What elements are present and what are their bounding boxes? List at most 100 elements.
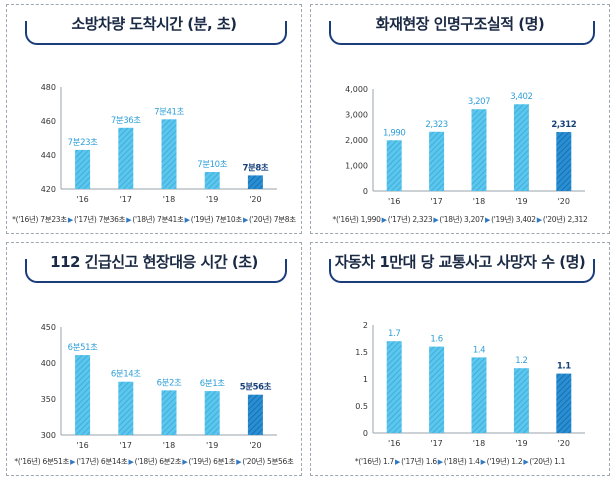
- x-tick-label: '20: [558, 439, 570, 448]
- footnote-item: *('16년) 1,990: [332, 215, 381, 224]
- chart-footnote: *('16년) 1.7▶('17년) 1.6▶('18년) 1.4▶('19년)…: [311, 456, 609, 467]
- y-tick-label: 1.5: [355, 348, 368, 357]
- footnote-item: ('18년) 3,207: [439, 215, 485, 224]
- bar: [556, 373, 572, 433]
- bar: [204, 391, 220, 435]
- bar: [161, 390, 177, 435]
- y-tick-label: 1: [363, 375, 368, 384]
- data-label: 1.2: [515, 356, 527, 366]
- bar: [429, 131, 445, 191]
- bar: [247, 175, 263, 189]
- bar: [386, 341, 402, 433]
- chart-title: 화재현장 인명구조실적 (명): [375, 15, 545, 33]
- chart-footnote: *('16년) 1,990▶('17년) 2,323▶('18년) 3,207▶…: [311, 214, 609, 225]
- footnote-item: ('19년) 7분10초: [190, 215, 243, 224]
- data-label: 6분2초: [157, 378, 182, 388]
- title-bracket: [25, 259, 287, 283]
- x-tick-label: '18: [473, 439, 485, 448]
- arrow-right-icon: ▶: [236, 458, 242, 466]
- arrow-right-icon: ▶: [381, 216, 387, 224]
- footnote-item: *('16년) 1.7: [354, 457, 395, 466]
- footnote-item: ('17년) 2,323: [387, 215, 433, 224]
- footnote-item: ('19년) 3,402: [491, 215, 536, 224]
- bar-chart: 300 350 400 450 6분51초 '16 6분14초 '17 6분2초 '18 6분1초 '…: [41, 323, 277, 450]
- y-tick-label: 0.5: [355, 402, 368, 411]
- bar: [75, 149, 91, 189]
- y-tick-label: 460: [41, 117, 56, 126]
- data-label: 1.1: [557, 362, 571, 372]
- arrow-right-icon: ▶: [128, 458, 134, 466]
- data-label: 1.6: [430, 335, 442, 345]
- bar: [247, 394, 263, 435]
- data-label: 7분10초: [197, 160, 227, 170]
- y-tick-label: 420: [41, 185, 56, 194]
- y-tick-label: 1,000: [345, 162, 368, 171]
- arrow-right-icon: ▶: [437, 458, 443, 466]
- bar: [386, 140, 402, 191]
- arrow-right-icon: ▶: [485, 216, 491, 224]
- data-label: 5분56초: [240, 383, 272, 393]
- footnote-item: ('17년) 7분36초: [73, 215, 126, 224]
- y-tick-label: 2: [363, 321, 368, 330]
- y-tick-label: 2,000: [345, 136, 368, 145]
- data-label: 1.7: [388, 329, 400, 339]
- chart-panel-traffic-deaths: 자동차 1만대 당 교통사고 사망자 수 (명) 0 0.5 1 1.5 2 1.7 '16…: [310, 242, 610, 476]
- footnote-item: ('18년) 1.4: [443, 457, 480, 466]
- data-label: 3,402: [510, 92, 532, 102]
- x-tick-label: '16: [76, 441, 88, 450]
- arrow-right-icon: ▶: [433, 216, 439, 224]
- bar: [471, 109, 487, 191]
- title-bracket: [329, 21, 595, 45]
- bar: [429, 346, 445, 433]
- data-label: 2,323: [425, 120, 447, 130]
- x-tick-label: '18: [473, 197, 485, 206]
- y-tick-label: 0: [363, 187, 368, 196]
- y-tick-label: 3,000: [345, 111, 368, 120]
- y-tick-label: 4,000: [345, 85, 368, 94]
- y-tick-label: 480: [41, 83, 56, 92]
- x-tick-label: '16: [76, 195, 88, 204]
- data-label: 6분51초: [68, 343, 98, 353]
- x-tick-label: '17: [430, 439, 442, 448]
- x-tick-label: '18: [163, 195, 175, 204]
- arrow-right-icon: ▶: [184, 216, 190, 224]
- arrow-right-icon: ▶: [395, 458, 401, 466]
- bar-chart: 420 440 460 480 7분23초 '16 7분36초 '17 7분41초 '18 7분10…: [41, 83, 277, 204]
- bar: [161, 119, 177, 189]
- x-tick-label: '20: [249, 441, 261, 450]
- x-tick-label: '20: [249, 195, 261, 204]
- footnote-item: ('20년) 5분56초: [242, 457, 294, 466]
- bar: [118, 381, 134, 435]
- x-tick-label: '19: [206, 195, 218, 204]
- bar: [471, 357, 487, 433]
- x-tick-label: '20: [558, 197, 570, 206]
- y-tick-label: 300: [41, 431, 56, 440]
- arrow-right-icon: ▶: [480, 458, 486, 466]
- y-tick-label: 0: [363, 429, 368, 438]
- title-bracket: [329, 259, 595, 283]
- x-tick-label: '17: [120, 195, 132, 204]
- bar: [204, 172, 220, 189]
- bar-chart: 0 0.5 1 1.5 2 1.7 '16 1.6 '17 1.4 '18 1.2 '19 1.1 '20: [355, 321, 585, 448]
- x-tick-label: '18: [163, 441, 175, 450]
- chart-footnote: *('16년) 6분51초▶('17년) 6분14초▶('18년) 6분2초▶(…: [7, 456, 301, 467]
- data-label: 3,207: [468, 97, 490, 107]
- footnote-item: ('17년) 6분14초: [76, 457, 128, 466]
- bar: [513, 368, 529, 433]
- bar: [513, 104, 529, 191]
- data-label: 1.4: [473, 345, 485, 355]
- chart-title: 소방차량 도착시간 (분, 초): [71, 15, 237, 33]
- chart-title: 112 긴급신고 현장대응 시간 (초): [50, 253, 258, 271]
- arrow-right-icon: ▶: [67, 216, 73, 224]
- x-tick-label: '16: [388, 439, 400, 448]
- x-tick-label: '19: [515, 197, 527, 206]
- y-tick-label: 440: [41, 151, 56, 160]
- data-label: 7분41초: [154, 107, 184, 117]
- x-tick-label: '19: [206, 441, 218, 450]
- bar-chart: 0 1,000 2,000 3,000 4,000 1,990 '16 2,323 '17 3,2…: [345, 85, 585, 206]
- footnote-item: ('19년) 1.2: [486, 457, 523, 466]
- arrow-right-icon: ▶: [523, 458, 529, 466]
- bar: [75, 355, 91, 435]
- footnote-item: ('18년) 7분41초: [132, 215, 184, 224]
- bar: [118, 127, 134, 189]
